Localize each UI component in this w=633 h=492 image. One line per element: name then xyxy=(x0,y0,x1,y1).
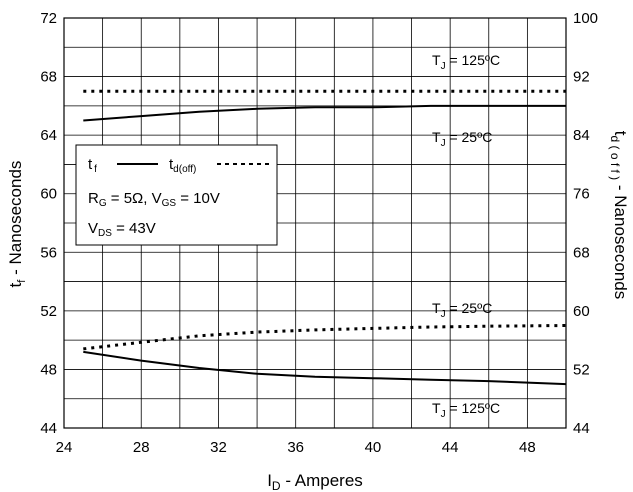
annotation-tj-25-bottom: TJ = 25ºC xyxy=(432,300,492,320)
annotation-tj-125-top: TJ = 125ºC xyxy=(432,52,500,72)
series-layer xyxy=(83,89,567,386)
x-tick-label: 44 xyxy=(442,439,459,456)
y-tick-label-right: 92 xyxy=(573,69,590,86)
x-tick-label: 24 xyxy=(56,439,73,456)
x-axis-title: ID - Amperes xyxy=(267,471,363,492)
y-tick-label-left: 64 xyxy=(40,127,57,144)
x-tick-label: 40 xyxy=(365,439,382,456)
series-line-4-td-off xyxy=(83,324,567,351)
y-tick-label-left: 68 xyxy=(40,69,57,86)
legend-td-label: td(off) xyxy=(169,156,196,175)
x-tick-label: 36 xyxy=(287,439,304,456)
x-tick-label: 48 xyxy=(519,439,536,456)
y-tick-label-right: 68 xyxy=(573,244,590,261)
y-tick-label-right: 44 xyxy=(573,420,590,437)
legend-box xyxy=(75,144,278,246)
y-tick-label-right: 76 xyxy=(573,186,590,203)
y-tick-label-right: 84 xyxy=(573,127,590,144)
y-tick-label-left: 72 xyxy=(40,10,57,27)
y-tick-label-left: 56 xyxy=(40,244,57,261)
x-tick-label: 32 xyxy=(210,439,227,456)
y-tick-label-right: 60 xyxy=(573,303,590,320)
y-axis-left-title: tf - Nanoseconds xyxy=(6,161,28,288)
legend-vds: VDS = 43V xyxy=(88,220,156,239)
tick-labels: 24 28 32 36 40 44 48 44 48 52 56 60 64 68 72 44 52 60 68 76… xyxy=(40,10,598,456)
y-tick-label-left: 52 xyxy=(40,303,57,320)
annotation-tj-25-top: TJ = 25ºC xyxy=(432,129,492,149)
y-axis-right-title: td ( o f f ) - Nanoseconds xyxy=(608,131,630,300)
y-tick-label-left: 44 xyxy=(40,420,57,437)
y-tick-label-left: 48 xyxy=(40,361,57,378)
y-tick-label-right: 100 xyxy=(573,10,598,27)
y-tick-label-left: 60 xyxy=(40,186,57,203)
legend-rg-vgs: RG = 5Ω, VGS = 10V xyxy=(88,190,220,209)
series-line-3-tf xyxy=(83,350,567,386)
series-line-1-tf xyxy=(83,104,566,122)
x-tick-label: 28 xyxy=(133,439,150,456)
annotation-tj-125-bottom: TJ = 125ºC xyxy=(432,400,500,420)
y-tick-label-right: 52 xyxy=(573,361,590,378)
plot-frame xyxy=(63,17,567,429)
